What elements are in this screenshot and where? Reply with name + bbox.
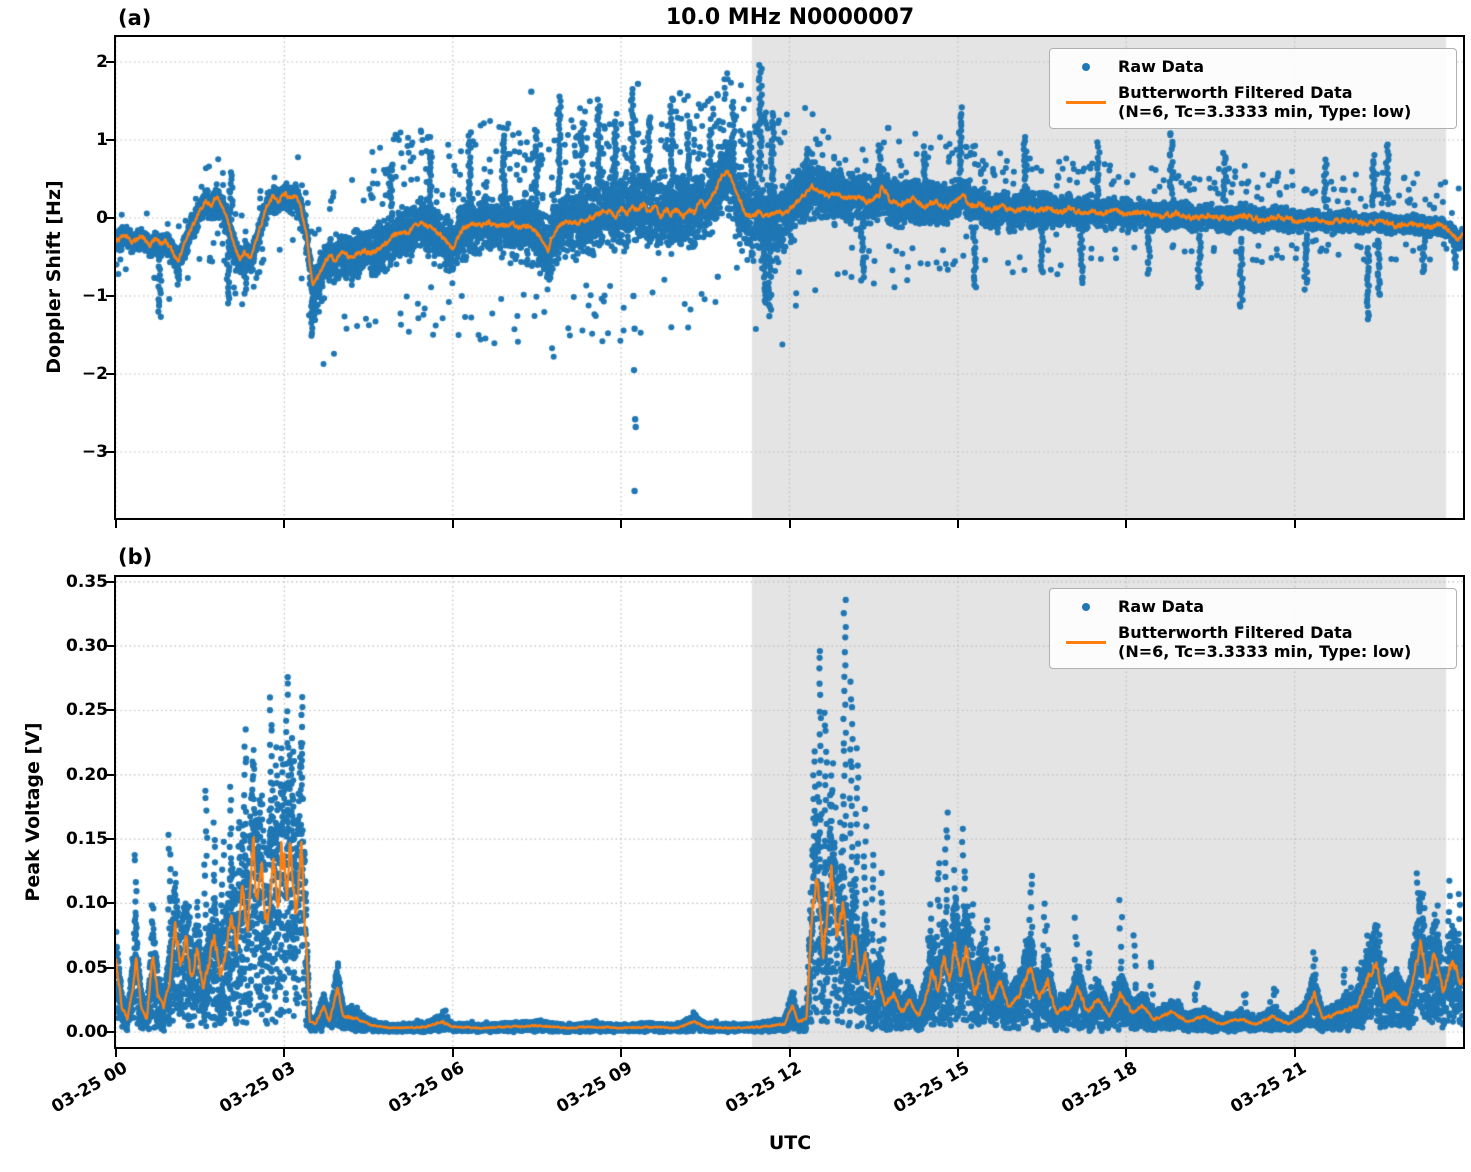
x-tick-label: 03-25 03: [216, 1058, 300, 1118]
y-tick-label: 1: [96, 129, 108, 150]
y-tick-mark: [106, 902, 114, 905]
x-tick-mark: [1293, 520, 1296, 528]
x-tick-mark: [283, 1049, 286, 1057]
x-axis-label: UTC: [768, 1132, 812, 1154]
y-tick-mark: [106, 580, 114, 583]
x-tick-mark: [451, 1049, 454, 1057]
y-tick-label: 0.00: [66, 1022, 108, 1042]
x-tick-label: 03-25 00: [48, 1058, 131, 1118]
raw-data-marker-a: [1060, 63, 1112, 71]
y-tick-label: −1: [81, 285, 108, 306]
legend-filtered-label-b: Butterworth Filtered Data (N=6, Tc=3.333…: [1112, 623, 1411, 661]
y-tick-mark: [106, 1031, 114, 1033]
y-tick-label: 0.10: [66, 893, 108, 914]
y-tick-mark: [106, 709, 114, 712]
x-tick-label: 03-25 15: [890, 1058, 973, 1118]
raw-data-marker-b: [1060, 603, 1112, 611]
x-tick-mark: [620, 520, 623, 528]
legend-filtered-params-a: (N=6, Tc=3.3333 min, Type: low): [1118, 102, 1412, 121]
legend-filtered-params-b: (N=6, Tc=3.3333 min, Type: low): [1118, 642, 1412, 661]
filtered-line-marker-b: [1060, 640, 1112, 644]
y-tick-label: 0.35: [66, 571, 108, 592]
figure-title: 10.0 MHz N0000007: [665, 5, 915, 30]
y-tick-mark: [106, 138, 114, 141]
y-tick-mark: [106, 645, 114, 648]
x-tick-mark: [788, 1049, 791, 1057]
panel-a-tag: (a): [118, 6, 152, 30]
x-tick-mark: [115, 520, 117, 528]
legend-filtered-name-a: Butterworth Filtered Data: [1118, 83, 1353, 102]
x-tick-label: 03-25 12: [721, 1058, 805, 1118]
y-tick-mark: [106, 372, 114, 375]
filtered-line-marker-a: [1060, 100, 1112, 104]
legend-raw-label-a: Raw Data: [1118, 57, 1204, 76]
x-tick-mark: [620, 1049, 623, 1057]
x-tick-mark: [1125, 1049, 1128, 1057]
y-tick-mark: [106, 60, 114, 63]
legend-filtered-label-a: Butterworth Filtered Data (N=6, Tc=3.333…: [1112, 83, 1411, 121]
y-tick-label: 0.15: [66, 829, 108, 850]
x-tick-label: 03-25 09: [553, 1058, 637, 1118]
y-tick-mark: [106, 966, 114, 969]
y-tick-label: 0.25: [66, 700, 108, 721]
y-tick-mark: [106, 294, 114, 297]
x-tick-mark: [115, 1049, 117, 1057]
legend-b: Raw Data Butterworth Filtered Data (N=6,…: [1049, 588, 1457, 669]
x-tick-mark: [283, 520, 286, 528]
y-tick-label: 0.20: [66, 764, 108, 785]
y-tick-mark: [106, 216, 114, 219]
y-tick-label: 0.30: [66, 636, 108, 657]
x-tick-mark: [788, 520, 791, 528]
y-tick-label: −3: [81, 441, 108, 462]
x-tick-mark: [1125, 520, 1128, 528]
x-tick-mark: [956, 520, 959, 528]
y-tick-label: 2: [96, 51, 108, 72]
legend-raw-label-b: Raw Data: [1118, 597, 1204, 616]
legend-filtered-name-b: Butterworth Filtered Data: [1118, 623, 1353, 642]
legend-a: Raw Data Butterworth Filtered Data (N=6,…: [1049, 48, 1457, 129]
y-tick-mark: [106, 450, 114, 453]
x-tick-label: 03-25 06: [385, 1058, 468, 1118]
x-tick-label: 03-25 18: [1058, 1058, 1142, 1118]
y-tick-mark: [106, 773, 114, 776]
x-tick-mark: [1293, 1049, 1296, 1057]
y-axis-label-voltage: Peak Voltage [V]: [22, 722, 44, 902]
y-tick-mark: [106, 838, 114, 841]
x-tick-label: 03-25 21: [1226, 1058, 1310, 1118]
panel-b-tag: (b): [118, 545, 153, 569]
y-tick-label: −2: [81, 363, 108, 384]
y-tick-label: 0.05: [66, 957, 108, 978]
x-tick-mark: [956, 1049, 959, 1057]
x-tick-mark: [451, 520, 454, 528]
y-tick-label: 0: [96, 207, 108, 228]
